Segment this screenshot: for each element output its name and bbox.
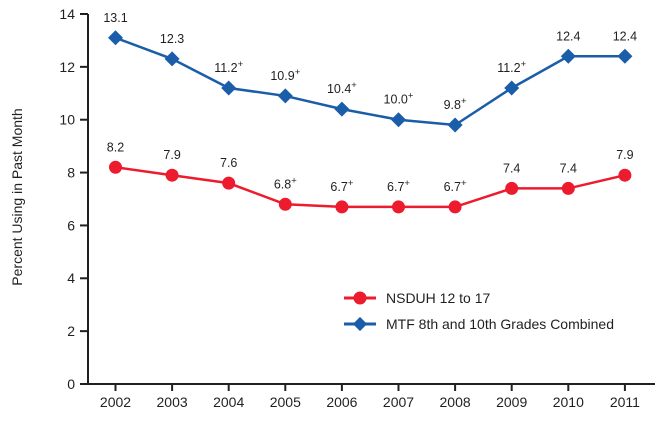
- data-point-marker: [448, 200, 462, 214]
- legend-item-nsduh: NSDUH 12 to 17: [344, 288, 614, 308]
- x-tick-label: 2003: [157, 394, 188, 410]
- legend-label-nsduh: NSDUH 12 to 17: [386, 290, 491, 306]
- data-point-marker: [222, 176, 236, 190]
- legend-item-mtf: MTF 8th and 10th Grades Combined: [344, 314, 614, 334]
- diamond-marker-icon: [352, 316, 368, 332]
- data-point-marker: [109, 160, 122, 174]
- y-tick-label: 10: [59, 112, 75, 128]
- data-point-marker: [391, 112, 406, 128]
- x-tick-label: 2011: [610, 394, 640, 410]
- data-label: 13.1: [103, 11, 127, 25]
- y-tick-label: 2: [67, 323, 75, 339]
- data-label: 7.9: [616, 148, 633, 162]
- data-label: 8.2: [107, 140, 124, 154]
- nsduh-legend-swatch: [344, 290, 376, 306]
- data-point-marker: [505, 181, 519, 195]
- x-tick-label: 2004: [213, 394, 244, 410]
- data-label: 11.2+: [497, 59, 526, 75]
- data-label: 6.7+: [387, 178, 410, 194]
- data-label: 7.6: [220, 156, 237, 170]
- data-label: 12.3: [160, 32, 184, 46]
- y-tick-label: 6: [67, 217, 75, 233]
- y-axis-title: Percent Using in Past Month: [9, 108, 25, 286]
- data-point-marker: [617, 48, 633, 64]
- x-tick-label: 2006: [326, 394, 357, 410]
- data-point-marker: [277, 88, 293, 104]
- data-label: 7.4: [503, 161, 520, 175]
- data-point-marker: [164, 51, 180, 67]
- mtf-legend-swatch: [344, 316, 376, 332]
- data-point-marker: [334, 101, 350, 117]
- legend: NSDUH 12 to 17 MTF 8th and 10th Grades C…: [344, 288, 614, 334]
- legend-label-mtf: MTF 8th and 10th Grades Combined: [386, 316, 615, 332]
- data-point-marker: [618, 168, 632, 182]
- y-tick-label: 8: [67, 164, 75, 180]
- x-tick-label: 2009: [496, 394, 527, 410]
- data-point-marker: [560, 48, 576, 64]
- data-label: 10.0+: [384, 91, 414, 107]
- data-point-marker: [447, 117, 463, 133]
- data-point-marker: [221, 80, 237, 96]
- data-label: 10.9+: [270, 67, 300, 83]
- x-tick-label: 2002: [100, 394, 131, 410]
- circle-marker-icon: [353, 291, 367, 305]
- y-tick-label: 0: [67, 376, 75, 392]
- series-line: [115, 166, 626, 209]
- x-tick-label: 2010: [553, 394, 584, 410]
- data-point-marker: [392, 200, 405, 214]
- data-point-marker: [504, 80, 520, 96]
- data-label: 7.9: [163, 148, 180, 162]
- data-label: 6.7+: [330, 178, 353, 194]
- data-label: 6.7+: [444, 178, 467, 194]
- data-label: 7.4: [560, 161, 577, 175]
- data-point-marker: [108, 30, 123, 46]
- data-point-marker: [335, 200, 349, 214]
- data-point-marker: [165, 168, 179, 182]
- data-label: 9.8+: [444, 96, 467, 112]
- data-point-marker: [278, 197, 292, 211]
- y-tick-label: 12: [59, 59, 75, 75]
- data-point-marker: [561, 181, 575, 195]
- y-tick-label: 4: [67, 270, 75, 286]
- data-label: 12.4: [556, 29, 580, 43]
- data-label: 10.4+: [327, 80, 357, 96]
- x-tick-label: 2005: [270, 394, 301, 410]
- x-tick-label: 2008: [440, 394, 471, 410]
- series-line: [115, 36, 625, 127]
- data-label: 12.4: [613, 29, 637, 43]
- data-label: 11.2+: [214, 59, 243, 75]
- x-tick-label: 2007: [383, 394, 414, 410]
- y-tick-label: 14: [59, 6, 75, 22]
- data-label: 6.8+: [274, 175, 297, 191]
